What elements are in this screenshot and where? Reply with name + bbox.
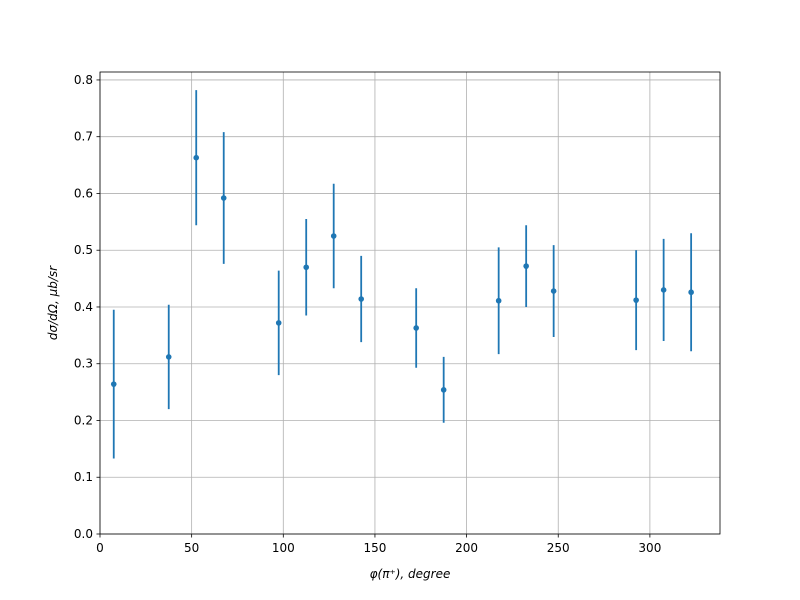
data-point: [303, 264, 310, 271]
data-point: [275, 320, 282, 326]
x-tick-label: 250: [547, 541, 570, 555]
x-tick-label: 300: [638, 541, 661, 555]
data-point: [165, 354, 172, 360]
y-tick-label: 0.1: [74, 470, 93, 484]
y-tick-label: 0.3: [74, 357, 93, 371]
y-tick-label: 0.8: [74, 73, 93, 87]
data-point: [688, 289, 694, 296]
x-tick-label: 0: [96, 541, 104, 555]
data-point: [358, 296, 364, 302]
data-point: [110, 381, 117, 387]
x-tick-label: 200: [455, 541, 478, 555]
data-point: [193, 154, 200, 161]
x-axis-label: φ(π⁺), degree: [370, 567, 451, 581]
data-point: [440, 387, 447, 393]
data-point: [660, 287, 667, 293]
data-point: [413, 325, 419, 331]
data-point: [550, 288, 557, 294]
y-tick-label: 0.2: [74, 413, 93, 427]
y-axis-label: dσ/dΩ, μb/sr: [46, 265, 60, 340]
y-tick-label: 0.5: [74, 243, 93, 257]
data-point: [330, 233, 337, 239]
x-tick-label: 50: [184, 541, 199, 555]
x-tick-label: 100: [272, 541, 295, 555]
data-point: [220, 195, 227, 201]
y-tick-label: 0.0: [74, 527, 93, 541]
data-point: [633, 297, 639, 303]
data-point: [495, 297, 502, 304]
x-tick-label: 150: [363, 541, 386, 555]
data-point: [523, 263, 529, 269]
y-tick-label: 0.7: [74, 130, 93, 144]
plot-frame: [99, 71, 721, 535]
y-tick-label: 0.4: [74, 300, 93, 314]
y-tick-label: 0.6: [74, 186, 93, 200]
